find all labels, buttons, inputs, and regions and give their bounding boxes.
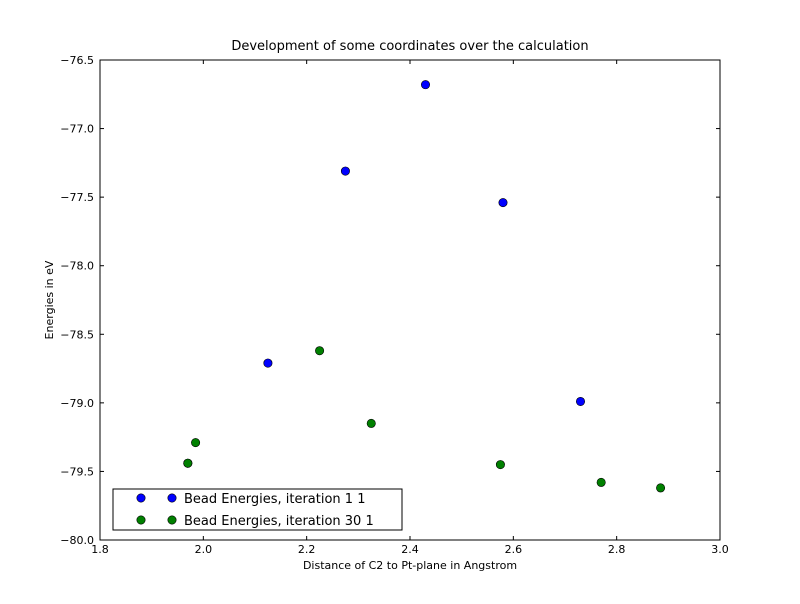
data-point — [575, 396, 585, 406]
legend-entry-label: Bead Energies, iteration 1 1 — [184, 492, 365, 507]
y-tick-label: −78.5 — [60, 328, 94, 341]
legend-box — [112, 488, 403, 531]
data-point — [498, 198, 508, 208]
data-point — [191, 438, 201, 448]
data-point — [420, 80, 430, 90]
legend-entry-label: Bead Energies, iteration 30 1 — [184, 514, 374, 529]
data-point — [263, 358, 273, 368]
data-point — [340, 166, 350, 176]
y-tick-label: −76.5 — [60, 54, 94, 67]
y-axis-label: Energies in eV — [43, 260, 56, 339]
x-tick-label: 1.8 — [91, 543, 109, 556]
y-tick-label: −77.5 — [60, 191, 94, 204]
chart-title: Development of some coordinates over the… — [231, 39, 588, 54]
legend-marker — [136, 515, 146, 525]
data-point — [656, 483, 666, 493]
x-tick-label: 2.0 — [195, 543, 213, 556]
y-tick-label: −79.5 — [60, 465, 94, 478]
data-point — [315, 346, 325, 356]
y-tick-label: −78.0 — [60, 260, 94, 273]
y-tick-label: −80.0 — [60, 534, 94, 547]
data-point — [495, 460, 505, 470]
legend: Bead Energies, iteration 1 1 Bead Energie… — [112, 488, 403, 531]
x-tick-label: 2.8 — [608, 543, 626, 556]
data-point — [596, 477, 606, 487]
x-tick-label: 3.0 — [711, 543, 729, 556]
x-tick-label: 2.6 — [505, 543, 523, 556]
data-point — [183, 458, 193, 468]
series-2 — [183, 346, 666, 493]
plot-area: 1.8 2.0 2.2 2.4 2.6 2.8 3.0 −76.5 −77.0 −77.5 −78.… — [60, 54, 728, 556]
y-tick-label: −77.0 — [60, 123, 94, 136]
x-axis-label: Distance of C2 to Pt-plane in Angstrom — [303, 559, 517, 572]
data-point — [366, 418, 376, 428]
legend-marker — [167, 493, 177, 503]
x-tick-label: 2.2 — [298, 543, 316, 556]
y-tick-label: −79.0 — [60, 397, 94, 410]
x-tick-label: 2.4 — [401, 543, 419, 556]
legend-marker — [136, 493, 146, 503]
legend-marker — [167, 515, 177, 525]
